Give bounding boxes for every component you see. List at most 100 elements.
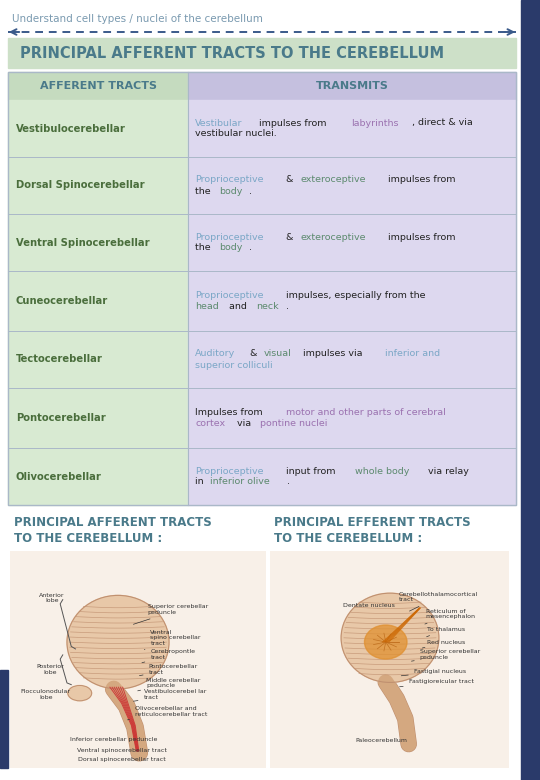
Text: impulses from: impulses from: [385, 176, 456, 185]
Text: pontine nuclei: pontine nuclei: [260, 419, 327, 428]
Bar: [188, 72, 516, 100]
Text: Middle cerebellar
peduncle: Middle cerebellar peduncle: [138, 678, 200, 691]
Text: Cuneocerebellar: Cuneocerebellar: [16, 296, 108, 306]
Ellipse shape: [364, 625, 407, 659]
Text: PRINCIPAL AFFERENT TRACTS
TO THE CEREBELLUM :: PRINCIPAL AFFERENT TRACTS TO THE CEREBEL…: [14, 516, 212, 544]
Text: Dentate nucleus: Dentate nucleus: [343, 603, 395, 608]
Text: Auditory: Auditory: [195, 349, 235, 359]
Text: Anterior
lobe: Anterior lobe: [39, 593, 64, 604]
Bar: [188, 448, 516, 505]
Text: the: the: [195, 186, 214, 196]
Text: Olivocerebellar: Olivocerebellar: [16, 471, 102, 481]
Text: .: .: [249, 243, 252, 253]
Text: &: &: [247, 349, 260, 359]
Text: Inferior cerebellar peduncle: Inferior cerebellar peduncle: [70, 737, 158, 743]
Text: Ventral spinocerebellar tract: Ventral spinocerebellar tract: [77, 748, 167, 753]
Bar: [188, 388, 516, 448]
Text: neck: neck: [256, 302, 279, 311]
Bar: [8, 157, 188, 214]
Text: Paleocerebellum: Paleocerebellum: [355, 738, 408, 743]
Text: the: the: [195, 243, 214, 253]
Text: Cerebellothalamocortical
tract: Cerebellothalamocortical tract: [399, 591, 478, 611]
Text: Flocculonodular
lobe: Flocculonodular lobe: [21, 690, 71, 700]
Bar: [8, 271, 188, 331]
Text: Vestibular: Vestibular: [195, 119, 242, 127]
Text: vestibular nuclei.: vestibular nuclei.: [195, 129, 277, 139]
Text: via: via: [234, 419, 254, 428]
Text: Proprioceptive: Proprioceptive: [195, 232, 264, 242]
Text: labyrinths: labyrinths: [351, 119, 399, 127]
Text: To thalamus: To thalamus: [427, 627, 465, 636]
Text: Ventral Spinocerebellar: Ventral Spinocerebellar: [16, 237, 150, 247]
Text: PRINCIPAL EFFERENT TRACTS
TO THE CEREBELLUM :: PRINCIPAL EFFERENT TRACTS TO THE CEREBEL…: [274, 516, 471, 544]
Text: Posterior
lobe: Posterior lobe: [36, 664, 64, 675]
Text: PRINCIPAL AFFERENT TRACTS TO THE CEREBELLUM: PRINCIPAL AFFERENT TRACTS TO THE CEREBEL…: [20, 45, 444, 61]
Text: .: .: [249, 186, 252, 196]
Text: Proprioceptive: Proprioceptive: [195, 291, 264, 300]
Bar: [8, 214, 188, 271]
Bar: [521, 0, 540, 780]
Text: Dorsal Spinocerebellar: Dorsal Spinocerebellar: [16, 180, 145, 190]
Text: motor and other parts of cerebral: motor and other parts of cerebral: [286, 408, 446, 417]
Text: exteroceptive: exteroceptive: [301, 232, 366, 242]
Bar: [8, 331, 188, 388]
Text: visual: visual: [264, 349, 292, 359]
Bar: [8, 38, 516, 68]
Text: &: &: [284, 232, 297, 242]
Text: , direct & via: , direct & via: [413, 119, 473, 127]
Text: Impulses from: Impulses from: [195, 408, 266, 417]
Text: Understand cell types / nuclei of the cerebellum: Understand cell types / nuclei of the ce…: [12, 14, 263, 24]
Text: inferior and: inferior and: [384, 349, 440, 359]
Text: .: .: [287, 477, 290, 487]
Bar: [188, 100, 516, 157]
Text: Pontocerebellar
tract: Pontocerebellar tract: [139, 664, 198, 675]
Text: body: body: [219, 243, 242, 253]
Text: inferior olive: inferior olive: [210, 477, 270, 487]
Text: Superior cerebellar
peduncle: Superior cerebellar peduncle: [411, 650, 480, 661]
Text: impulses via: impulses via: [300, 349, 366, 359]
Bar: [270, 551, 509, 768]
Ellipse shape: [67, 595, 169, 689]
Text: Pontocerebellar: Pontocerebellar: [16, 413, 106, 423]
Text: superior colliculi: superior colliculi: [195, 360, 273, 370]
Bar: [8, 72, 188, 100]
Text: impulses, especially from the: impulses, especially from the: [284, 291, 426, 300]
Text: Fastigioreicular tract: Fastigioreicular tract: [400, 679, 474, 686]
Text: cortex: cortex: [195, 419, 225, 428]
Text: Tectocerebellar: Tectocerebellar: [16, 354, 103, 364]
Bar: [188, 157, 516, 214]
Text: head: head: [195, 302, 219, 311]
Text: .: .: [286, 302, 289, 311]
Text: Reticulum of
mesencephalon: Reticulum of mesencephalon: [425, 608, 476, 624]
Text: input from: input from: [284, 466, 339, 476]
Text: Cerebropontle
tract: Cerebropontle tract: [142, 650, 195, 663]
Text: Ventral
spino cerebellar
tract: Ventral spino cerebellar tract: [144, 629, 201, 650]
Text: exteroceptive: exteroceptive: [301, 176, 366, 185]
Text: in: in: [195, 477, 207, 487]
Bar: [188, 271, 516, 331]
Text: Proprioceptive: Proprioceptive: [195, 466, 264, 476]
Text: Olivocerebellar and
reticulocerebellar tract: Olivocerebellar and reticulocerebellar t…: [127, 707, 207, 720]
Text: Vestibulocerebel lar
tract: Vestibulocerebel lar tract: [133, 690, 206, 701]
Bar: [10, 551, 266, 768]
Text: body: body: [219, 186, 242, 196]
Text: &: &: [284, 176, 297, 185]
Text: impulses from: impulses from: [256, 119, 330, 127]
Text: Vestibulocerebellar: Vestibulocerebellar: [16, 123, 126, 133]
Text: impulses from: impulses from: [385, 232, 456, 242]
Text: Superior cerebellar
peduncle: Superior cerebellar peduncle: [133, 604, 208, 624]
Text: whole body: whole body: [355, 466, 409, 476]
Text: and: and: [226, 302, 249, 311]
Bar: [188, 214, 516, 271]
Bar: [0, 670, 8, 768]
Ellipse shape: [341, 593, 439, 682]
Text: Proprioceptive: Proprioceptive: [195, 176, 264, 185]
Text: via relay: via relay: [425, 466, 469, 476]
Bar: [8, 448, 188, 505]
Text: AFFERENT TRACTS: AFFERENT TRACTS: [39, 81, 157, 91]
Bar: [188, 331, 516, 388]
Text: TRANSMITS: TRANSMITS: [315, 81, 388, 91]
Ellipse shape: [68, 686, 92, 700]
Bar: [8, 100, 188, 157]
Bar: [8, 72, 516, 505]
